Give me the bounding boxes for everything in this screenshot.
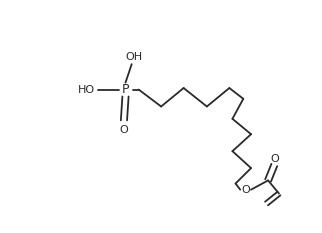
- Text: O: O: [119, 125, 128, 135]
- Text: P: P: [122, 83, 129, 96]
- Text: O: O: [270, 154, 279, 164]
- Text: OH: OH: [126, 52, 143, 62]
- Text: HO: HO: [78, 85, 95, 95]
- Text: O: O: [241, 185, 250, 195]
